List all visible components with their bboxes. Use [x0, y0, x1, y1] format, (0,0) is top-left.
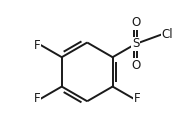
Text: F: F — [34, 39, 41, 52]
Text: O: O — [131, 59, 140, 72]
Text: S: S — [132, 37, 139, 50]
Text: O: O — [131, 16, 140, 29]
Text: F: F — [34, 92, 41, 105]
Text: F: F — [133, 92, 140, 105]
Text: Cl: Cl — [162, 28, 173, 41]
